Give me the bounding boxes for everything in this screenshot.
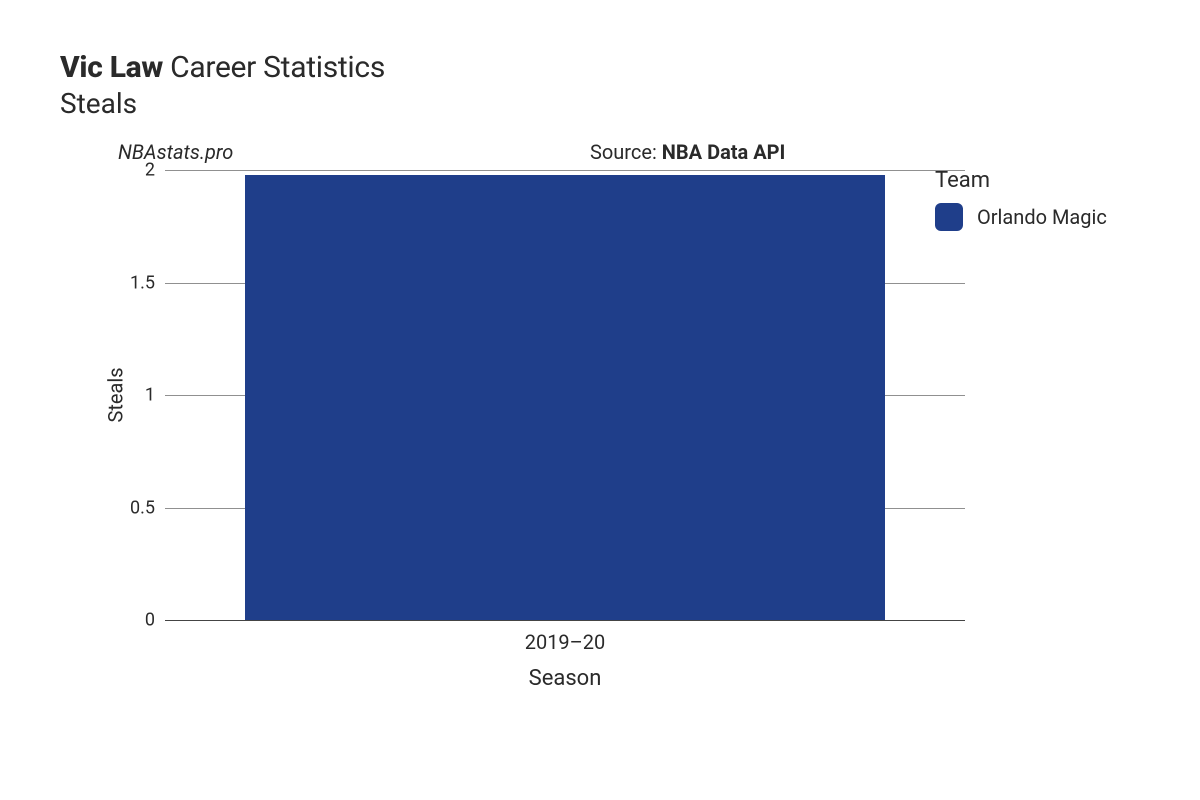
site-credit: NBAstats.pro	[118, 140, 233, 164]
plot-area: Season 00.511.522019–20	[165, 170, 965, 620]
chart-container: Vic Law Career Statistics Steals NBAstat…	[0, 0, 1200, 800]
y-axis-label: Steals	[104, 367, 128, 422]
legend-title: Team	[935, 168, 1107, 193]
legend-item: Orlando Magic	[935, 203, 1107, 231]
legend-label: Orlando Magic	[977, 205, 1107, 229]
chart-title: Vic Law Career Statistics	[60, 50, 1140, 85]
y-tick-label: 2	[145, 160, 155, 181]
title-block: Vic Law Career Statistics Steals	[60, 50, 1140, 120]
title-suffix: Career Statistics	[170, 50, 385, 85]
source-value: NBA Data API	[662, 140, 786, 164]
source-label: Source:	[590, 140, 662, 164]
y-tick-label: 0.5	[130, 497, 155, 518]
legend-swatch	[935, 203, 963, 231]
y-tick-label: 1.5	[130, 272, 155, 293]
gridline	[165, 620, 965, 621]
chart-subtitle: Steals	[60, 87, 1140, 120]
bar	[245, 175, 885, 621]
player-name: Vic Law	[60, 50, 163, 85]
source-credit: Source: NBA Data API	[590, 140, 785, 164]
chart-annotations: NBAstats.pro Source: NBA Data API	[60, 140, 1140, 164]
x-tick-label: 2019–20	[525, 630, 606, 654]
y-tick-label: 1	[145, 385, 155, 406]
legend: Team Orlando Magic	[935, 168, 1107, 231]
x-axis-label: Season	[529, 666, 602, 691]
legend-items: Orlando Magic	[935, 203, 1107, 231]
y-tick-label: 0	[145, 610, 155, 631]
gridline	[165, 170, 965, 171]
